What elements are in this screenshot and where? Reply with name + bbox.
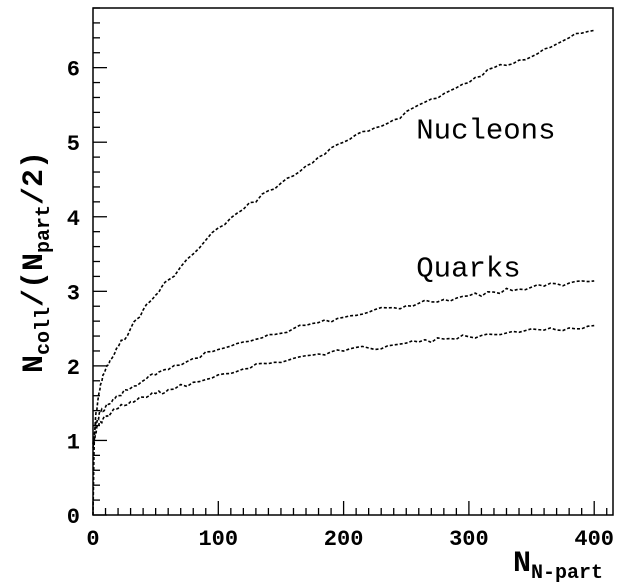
y-axis-title-main: N xyxy=(18,355,52,373)
x-axis-title: NN-part xyxy=(513,547,603,582)
x-tick-label: 200 xyxy=(324,527,364,552)
axis-ticks xyxy=(92,7,608,516)
annotation-quarks: Quarks xyxy=(416,252,520,285)
y-tick-label: 4 xyxy=(67,207,80,232)
tick-labels: 0 100 200 300 400 0 1 2 3 4 5 6 xyxy=(67,58,614,552)
y-tick-label: 0 xyxy=(67,505,80,530)
y-axis-title-sub1: coll xyxy=(33,307,56,355)
y-axis-title-mid: /(N xyxy=(18,253,52,307)
x-tick-label: 100 xyxy=(198,527,238,552)
series-line-1 xyxy=(92,29,595,516)
plot-frame xyxy=(92,7,614,516)
y-tick-label: 1 xyxy=(67,430,80,455)
y-tick-label: 6 xyxy=(67,58,80,83)
y-tick-label: 3 xyxy=(67,281,80,306)
series-line-2 xyxy=(92,280,595,445)
y-axis-title-end: /2) xyxy=(18,151,52,205)
y-axis-title: Ncoll/(Npart/2) xyxy=(18,151,56,373)
annotation-nucleons: Nucleons xyxy=(416,114,555,147)
x-tick-label: 0 xyxy=(86,527,99,552)
y-tick-label: 5 xyxy=(67,132,80,157)
series-layer xyxy=(92,29,595,516)
y-tick-label: 2 xyxy=(67,356,80,381)
x-axis-title-sub: N-part xyxy=(531,562,603,582)
series-line-3 xyxy=(92,324,595,449)
x-tick-label: 300 xyxy=(449,527,489,552)
y-axis-title-sub2: part xyxy=(33,205,56,253)
x-tick-label: 400 xyxy=(574,527,614,552)
x-axis-title-main: N xyxy=(513,547,531,581)
